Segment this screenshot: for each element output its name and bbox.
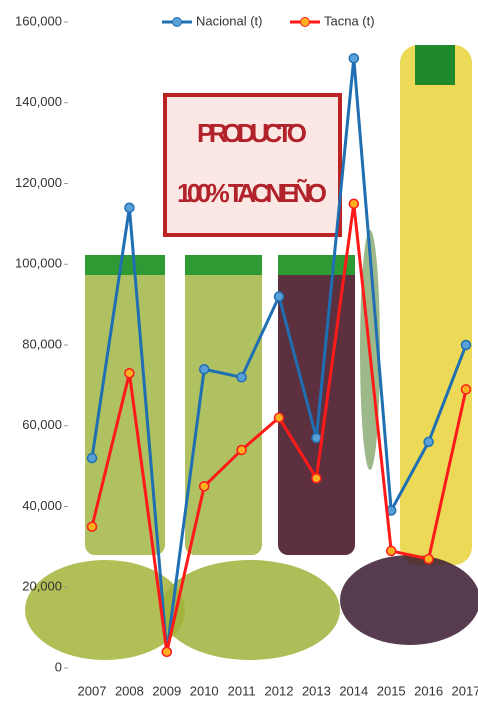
x-tick-label: 2008 [115,683,144,698]
x-tick-label: 2013 [302,683,331,698]
marker [348,53,360,64]
marker [273,412,285,423]
legend-marker [300,17,310,27]
x-tick-label: 2014 [339,683,368,698]
y-tick-label: 120,000 [15,175,62,190]
x-tick-label: 2011 [228,683,256,698]
x-tick-label: 2009 [152,683,181,698]
marker [124,368,135,379]
x-tick-label: 2016 [414,683,443,698]
marker [311,432,322,444]
legend-label: Tacna (t) [324,13,375,28]
marker [423,553,434,565]
x-tick-label: 2012 [265,683,294,698]
marker [273,291,285,302]
y-tick-label: 40,000 [22,498,62,513]
marker [86,521,98,532]
y-tick-label: 0 [55,659,62,674]
marker [161,646,173,658]
marker [124,202,135,213]
y-tick-label: 60,000 [22,417,62,432]
stamp-line: PRODUCTO [197,118,307,148]
marker [460,339,472,351]
marker [348,198,360,209]
marker [198,481,210,492]
y-tick-label: 100,000 [15,256,62,271]
marker [385,545,397,557]
y-tick-label: 20,000 [22,579,62,594]
marker [236,444,247,456]
marker [311,472,322,484]
legend-label: Nacional (t) [196,13,262,28]
stamp-line: 100% TACNEÑO [177,178,327,208]
x-tick-label: 2017 [452,683,478,698]
legend-marker [172,17,182,27]
x-tick-label: 2015 [377,683,406,698]
marker [236,372,247,383]
y-tick-label: 80,000 [22,336,62,351]
x-tick-label: 2010 [190,683,219,698]
y-tick-label: 160,000 [15,13,62,28]
marker [198,363,210,375]
background-photo [25,45,478,660]
marker [460,384,472,395]
y-tick-label: 140,000 [15,94,62,109]
marker [423,436,434,448]
x-tick-label: 2007 [78,683,107,698]
marker [86,452,98,464]
